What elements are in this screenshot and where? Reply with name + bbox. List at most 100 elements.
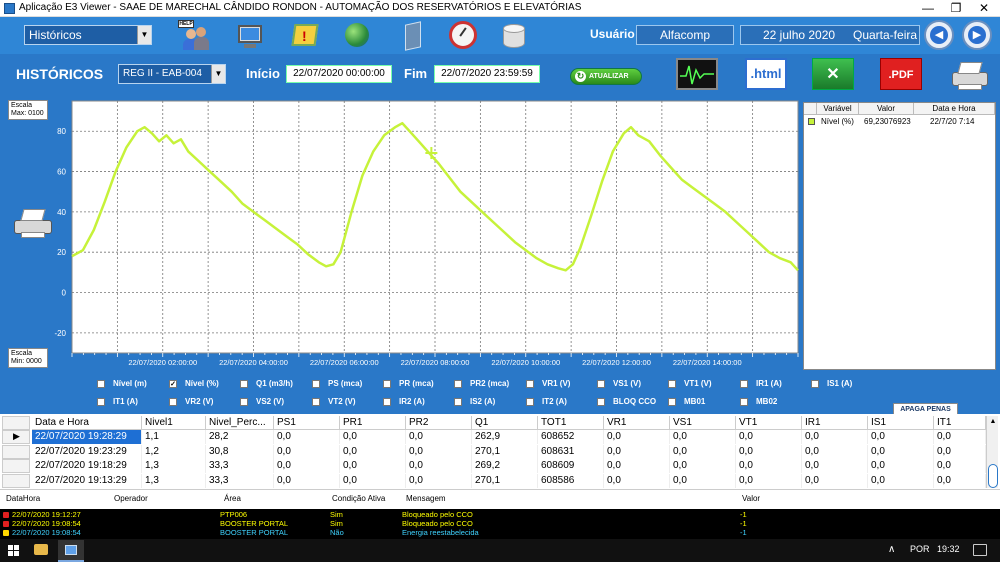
table-row-header[interactable] [2, 473, 30, 488]
forward-button[interactable]: ▶ [962, 20, 992, 50]
fim-field[interactable]: 22/07/2020 23:59:59 [434, 65, 540, 83]
checkbox-empty-icon[interactable] [526, 379, 534, 388]
checkbox-checked-icon[interactable]: ✓ [169, 379, 177, 388]
file-explorer-icon[interactable] [34, 544, 48, 555]
table-cell[interactable]: 22/07/2020 19:23:29 [32, 444, 142, 459]
tray-time[interactable]: 19:32 [937, 544, 960, 554]
alarm-row[interactable]: 22/07/2020 19:12:27 PTP006 Sim Bloqueado pe… [0, 511, 1000, 519]
table-cell[interactable]: 0,0 [340, 430, 406, 444]
table-cell[interactable]: 608586 [538, 473, 604, 488]
table-cell[interactable]: 0,0 [340, 459, 406, 473]
checkbox-empty-icon[interactable] [240, 379, 248, 388]
table-cell[interactable]: 0,0 [406, 459, 472, 473]
windows-start-icon[interactable] [8, 545, 19, 556]
scroll-up-icon[interactable]: ▲ [989, 418, 997, 425]
minimize-button[interactable]: — [922, 1, 934, 15]
checkbox-row1-1[interactable]: ✓ Nível (%) [169, 378, 219, 390]
table-cell[interactable]: 0,0 [604, 459, 670, 473]
table-cell[interactable]: 0,0 [934, 430, 986, 444]
alarm-row[interactable]: 22/07/2020 19:08:54 BOOSTER PORTAL Não Ener… [0, 529, 1000, 537]
checkbox-row1-10[interactable]: IS1 (A) [811, 378, 852, 390]
close-button[interactable]: ✕ [978, 1, 990, 15]
gauge-icon[interactable] [446, 19, 480, 51]
table-cell[interactable]: 0,0 [406, 473, 472, 488]
table-cell[interactable]: 0,0 [868, 444, 934, 459]
checkbox-row2-9[interactable]: MB02 [740, 396, 777, 408]
checkbox-row1-6[interactable]: VR1 (V) [526, 378, 570, 390]
door-icon[interactable] [396, 19, 430, 51]
globe-icon[interactable] [340, 19, 374, 51]
table-header-cell[interactable]: IS1 [868, 416, 934, 430]
table-header-cell[interactable]: Q1 [472, 416, 538, 430]
checkbox-row2-4[interactable]: IR2 (A) [383, 396, 425, 408]
database-icon[interactable] [497, 19, 531, 51]
table-header-cell[interactable]: IT1 [934, 416, 986, 430]
back-button[interactable]: ◀ [924, 20, 954, 50]
table-cell[interactable]: 28,2 [206, 430, 274, 444]
table-cell[interactable]: 0,0 [406, 430, 472, 444]
checkbox-empty-icon[interactable] [97, 397, 105, 406]
table-header-cell[interactable]: PS1 [274, 416, 340, 430]
checkbox-row1-0[interactable]: Nível (m) [97, 378, 147, 390]
checkbox-row2-2[interactable]: VS2 (V) [240, 396, 284, 408]
table-cell[interactable]: 0,0 [868, 473, 934, 488]
table-cell[interactable]: 0,0 [802, 459, 868, 473]
table-cell[interactable]: 1,1 [142, 430, 206, 444]
table-header-cell[interactable]: VT1 [736, 416, 802, 430]
alarm-list[interactable]: 22/07/2020 19:12:27 PTP006 Sim Bloqueado pe… [0, 509, 1000, 539]
table-header-cell[interactable]: PR1 [340, 416, 406, 430]
table-cell[interactable]: 0,0 [670, 459, 736, 473]
table-cell[interactable]: 0,0 [736, 473, 802, 488]
checkbox-row2-7[interactable]: BLOQ CCO [597, 396, 656, 408]
checkbox-empty-icon[interactable] [240, 397, 248, 406]
checkbox-empty-icon[interactable] [454, 379, 462, 388]
notification-icon[interactable] [973, 544, 987, 556]
checkbox-row2-0[interactable]: IT1 (A) [97, 396, 138, 408]
table-row-header[interactable]: ▶ [2, 430, 30, 444]
table-cell[interactable]: 0,0 [274, 444, 340, 459]
scale-max-box[interactable]: Escala Max: 0100 [8, 100, 48, 120]
checkbox-empty-icon[interactable] [97, 379, 105, 388]
table-cell[interactable]: 0,0 [406, 444, 472, 459]
atualizar-button[interactable]: ↻ ATUALIZAR [570, 68, 642, 85]
checkbox-row2-3[interactable]: VT2 (V) [312, 396, 356, 408]
taskbar-app-e3-viewer[interactable] [58, 540, 84, 562]
table-cell[interactable]: 0,0 [868, 430, 934, 444]
checkbox-row2-6[interactable]: IT2 (A) [526, 396, 567, 408]
checkbox-row2-1[interactable]: VR2 (V) [169, 396, 213, 408]
chevron-down-icon[interactable]: ▼ [137, 26, 151, 44]
checkbox-row1-2[interactable]: Q1 (m3/h) [240, 378, 293, 390]
table-header-cell[interactable]: TOT1 [538, 416, 604, 430]
checkbox-row1-5[interactable]: PR2 (mca) [454, 378, 509, 390]
table-cell[interactable]: 608652 [538, 430, 604, 444]
table-cell[interactable]: 1,2 [142, 444, 206, 459]
checkbox-empty-icon[interactable] [740, 397, 748, 406]
inicio-field[interactable]: 22/07/2020 00:00:00 [286, 65, 392, 83]
help-users-icon[interactable]: HELP [178, 19, 212, 51]
table-cell[interactable]: 0,0 [868, 459, 934, 473]
table-cell[interactable]: 22/07/2020 19:28:29 [32, 430, 142, 444]
chevron-down-icon[interactable]: ▼ [211, 65, 225, 83]
checkbox-row1-4[interactable]: PR (mca) [383, 378, 434, 390]
checkbox-empty-icon[interactable] [312, 379, 320, 388]
table-header-cell[interactable]: IR1 [802, 416, 868, 430]
checkbox-row2-5[interactable]: IS2 (A) [454, 396, 495, 408]
checkbox-empty-icon[interactable] [668, 379, 676, 388]
scroll-thumb[interactable] [988, 464, 998, 488]
table-cell[interactable]: 0,0 [274, 473, 340, 488]
table-cell[interactable]: 0,0 [604, 444, 670, 459]
scale-min-box[interactable]: Escala Min: 0000 [8, 348, 48, 368]
checkbox-empty-icon[interactable] [811, 379, 819, 388]
table-cell[interactable]: 1,3 [142, 459, 206, 473]
table-cell[interactable]: 0,0 [604, 473, 670, 488]
checkbox-row1-7[interactable]: VS1 (V) [597, 378, 641, 390]
table-cell[interactable]: 0,0 [274, 430, 340, 444]
excel-icon[interactable]: ✕ [812, 58, 854, 90]
table-header-cell[interactable]: Nivel_Perc... [206, 416, 274, 430]
table-cell[interactable]: 269,2 [472, 459, 538, 473]
tray-language[interactable]: POR [910, 544, 930, 554]
table-cell[interactable]: 33,3 [206, 473, 274, 488]
checkbox-row1-8[interactable]: VT1 (V) [668, 378, 712, 390]
table-cell[interactable]: 1,3 [142, 473, 206, 488]
table-cell[interactable]: 0,0 [670, 444, 736, 459]
